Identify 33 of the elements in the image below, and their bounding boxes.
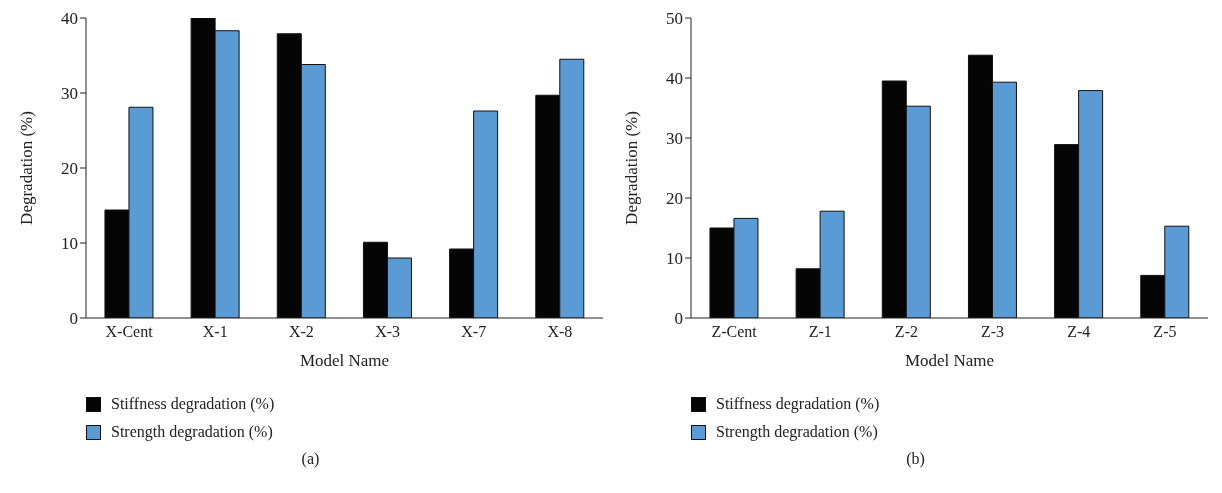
x-tick-label: Z-5: [1153, 323, 1177, 341]
x-axis-title: Model Name: [299, 351, 390, 370]
y-tick-label: 20: [666, 189, 683, 209]
x-tick-label: X-Cent: [105, 323, 154, 341]
x-tick-label: Z-4: [1067, 323, 1091, 341]
x-tick-label: X-3: [375, 323, 401, 341]
legend-label: Stiffness degradation (%): [716, 395, 880, 413]
x-tick-label: Z-1: [808, 323, 832, 341]
y-tick-label: 10: [61, 234, 78, 254]
y-tick-label: 0: [674, 309, 683, 329]
y-tick-label: 30: [61, 84, 78, 104]
x-axis-title: Model Name: [904, 351, 995, 370]
x-tick-label: Z-Cent: [711, 323, 758, 341]
y-tick-label: 0: [69, 309, 78, 329]
legend-label: Strength degradation (%): [111, 423, 273, 441]
y-tick-label: 40: [61, 9, 78, 29]
legend-label: Strength degradation (%): [716, 423, 878, 441]
x-tick-label: Z-3: [981, 323, 1005, 341]
text: (a): [300, 450, 321, 468]
y-tick-label: 20: [61, 159, 78, 179]
y-axis-title: Degradation (%): [17, 111, 37, 225]
x-tick-label: X-1: [202, 323, 228, 341]
text: (b): [905, 450, 926, 468]
y-axis-title: Degradation (%): [622, 111, 642, 225]
legend-label: Stiffness degradation (%): [111, 395, 275, 413]
y-tick-label: 50: [666, 9, 683, 29]
x-tick-label: X-7: [461, 323, 487, 341]
x-tick-label: X-8: [547, 323, 573, 341]
y-tick-label: 10: [666, 249, 683, 269]
y-tick-label: 40: [666, 69, 683, 89]
x-tick-label: Z-2: [894, 323, 918, 341]
x-tick-label: X-2: [288, 323, 314, 341]
y-tick-label: 30: [666, 129, 683, 149]
